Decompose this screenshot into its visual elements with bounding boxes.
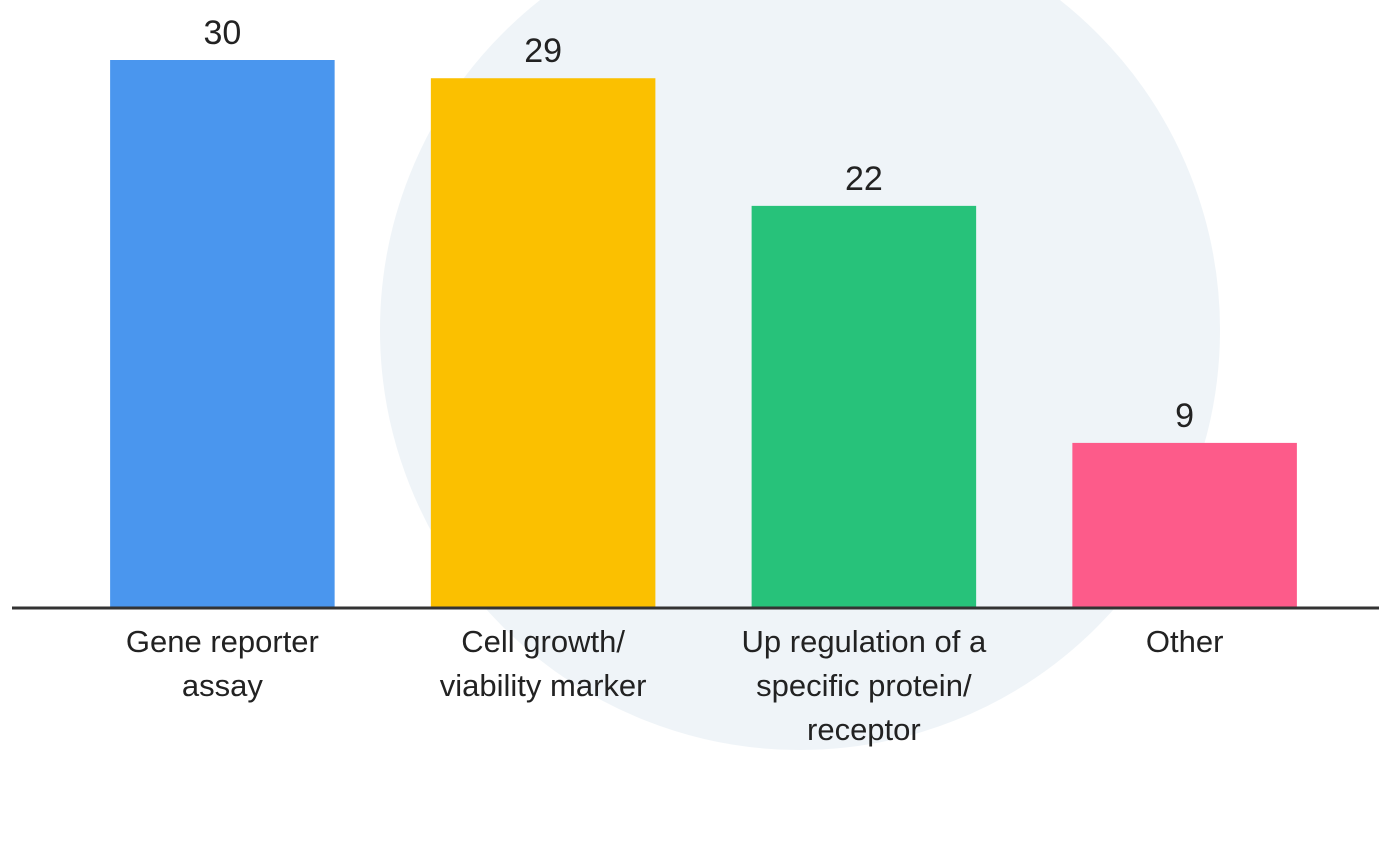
x-tick-label: Other xyxy=(1145,624,1224,659)
x-tick-label: Up regulation of a specific protein/ rec… xyxy=(741,624,987,747)
bar xyxy=(751,205,977,607)
bar xyxy=(430,78,656,607)
bar xyxy=(1072,442,1297,607)
value-label: 9 xyxy=(1175,397,1194,435)
x-tick-label: Gene reporter assay xyxy=(125,624,319,703)
value-label: 30 xyxy=(203,14,241,52)
value-label: 22 xyxy=(845,160,883,198)
x-tick-label: Cell growth/ viability marker xyxy=(439,624,647,703)
bar xyxy=(110,60,335,607)
value-label: 29 xyxy=(524,32,562,70)
